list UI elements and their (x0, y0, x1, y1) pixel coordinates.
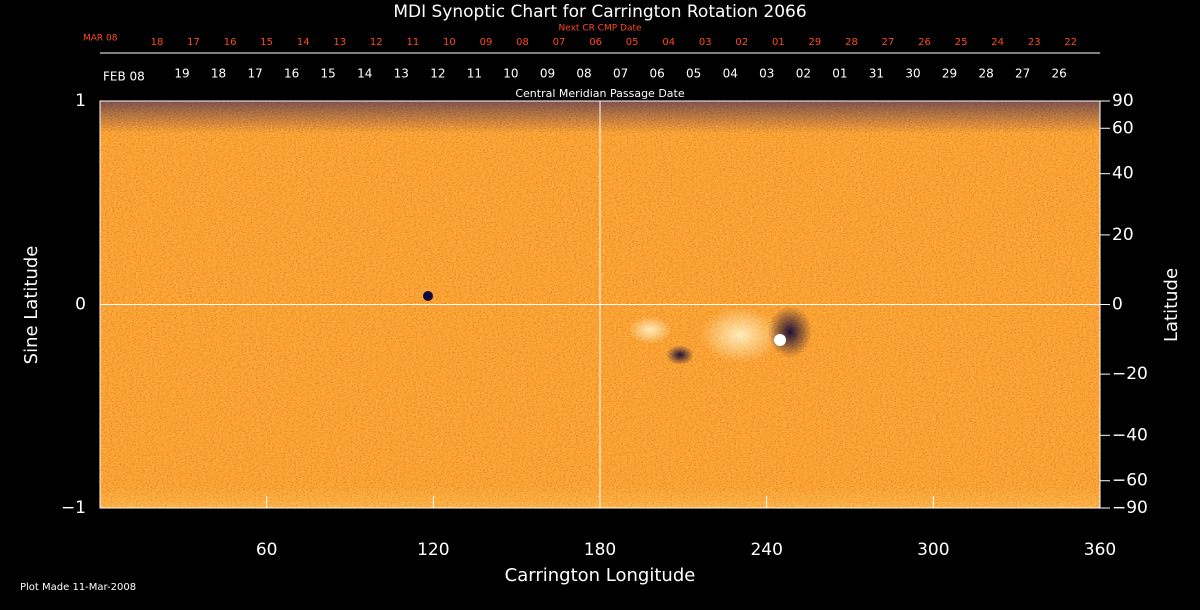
y2-tick-label: 60 (1112, 118, 1134, 138)
y2-tick-label: −40 (1112, 425, 1148, 445)
date-label: 29 (942, 67, 957, 81)
top-date-label: 06 (589, 37, 602, 48)
date-label: 11 (467, 67, 482, 81)
top-date-label: 18 (151, 37, 164, 48)
x-axis-title: Carrington Longitude (505, 565, 696, 586)
date-label: 05 (686, 67, 701, 81)
date-label: 31 (869, 67, 884, 81)
top-date-label: 08 (516, 37, 529, 48)
y2-tick-label: −90 (1112, 498, 1148, 518)
top-date-label: 28 (845, 37, 858, 48)
date-label: 16 (284, 67, 299, 81)
y2-tick-label: 90 (1112, 91, 1134, 111)
date-label: 12 (430, 67, 445, 81)
top-date-label: 04 (662, 37, 675, 48)
date-label: 26 (1052, 67, 1067, 81)
date-label: 08 (576, 67, 591, 81)
y2-tick-label: −20 (1112, 364, 1148, 384)
active-region (628, 316, 672, 344)
date-label: 18 (211, 67, 226, 81)
active-region (666, 345, 694, 365)
top-date-label: MAR 08 (83, 34, 118, 44)
date-label: FEB 08 (103, 70, 145, 84)
date-label: 02 (796, 67, 811, 81)
date-label: 28 (978, 67, 993, 81)
y-tick-label: 0 (75, 295, 86, 315)
date-label: 06 (650, 67, 665, 81)
top-date-label: 22 (1064, 37, 1077, 48)
date-label: 19 (174, 67, 189, 81)
top-date-label: 26 (918, 37, 931, 48)
top-date-label: 16 (224, 37, 237, 48)
y2-tick-label: 40 (1112, 164, 1134, 184)
spot (423, 291, 433, 301)
top-date-label: 25 (955, 37, 968, 48)
top-axis-title: Next CR CMP Date (558, 24, 642, 34)
date-label: 17 (247, 67, 262, 81)
top-date-label: 13 (333, 37, 346, 48)
y-axis-title: Sine Latitude (21, 246, 42, 365)
active-region (768, 306, 812, 358)
date-label: 03 (759, 67, 774, 81)
top-date-label: 29 (809, 37, 822, 48)
y-tick-label: −1 (61, 498, 86, 518)
x-tick-label: 180 (584, 540, 616, 560)
date-label: 01 (832, 67, 847, 81)
top-date-label: 12 (370, 37, 383, 48)
top-date-label: 17 (187, 37, 200, 48)
top-date-label: 07 (553, 37, 566, 48)
footer: Plot Made 11-Mar-2008 (20, 582, 136, 593)
top-date-label: 05 (626, 37, 639, 48)
y2-tick-label: 0 (1112, 295, 1123, 315)
date-axis-title: Central Meridian Passage Date (515, 87, 684, 100)
top-date-label: 09 (480, 37, 493, 48)
top-date-label: 14 (297, 37, 310, 48)
y2-tick-label: −60 (1112, 471, 1148, 491)
date-label: 14 (357, 67, 372, 81)
active-region (774, 334, 786, 346)
top-date-label: 03 (699, 37, 712, 48)
top-date-label: 10 (443, 37, 456, 48)
date-label: 27 (1015, 67, 1030, 81)
y-tick-label: 1 (75, 91, 86, 111)
x-tick-label: 300 (917, 540, 949, 560)
x-tick-label: 120 (417, 540, 449, 560)
top-date-label: 02 (735, 37, 748, 48)
date-label: 09 (540, 67, 555, 81)
x-tick-label: 60 (256, 540, 278, 560)
x-tick-label: 360 (1084, 540, 1116, 560)
y2-axis-title: Latitude (1161, 268, 1182, 342)
top-date-label: 01 (772, 37, 785, 48)
date-label: 10 (503, 67, 518, 81)
date-label: 15 (321, 67, 336, 81)
top-date-label: 24 (991, 37, 1004, 48)
date-label: 30 (905, 67, 920, 81)
top-date-label: 11 (406, 37, 419, 48)
active-region (700, 307, 780, 363)
top-date-label: 23 (1028, 37, 1041, 48)
date-label: 04 (723, 67, 738, 81)
date-label: 07 (613, 67, 628, 81)
chart-title: MDI Synoptic Chart for Carrington Rotati… (393, 2, 806, 22)
top-date-label: 27 (882, 37, 895, 48)
top-date-label: 15 (260, 37, 273, 48)
x-tick-label: 240 (750, 540, 782, 560)
y2-tick-label: 20 (1112, 225, 1134, 245)
date-label: 13 (394, 67, 409, 81)
